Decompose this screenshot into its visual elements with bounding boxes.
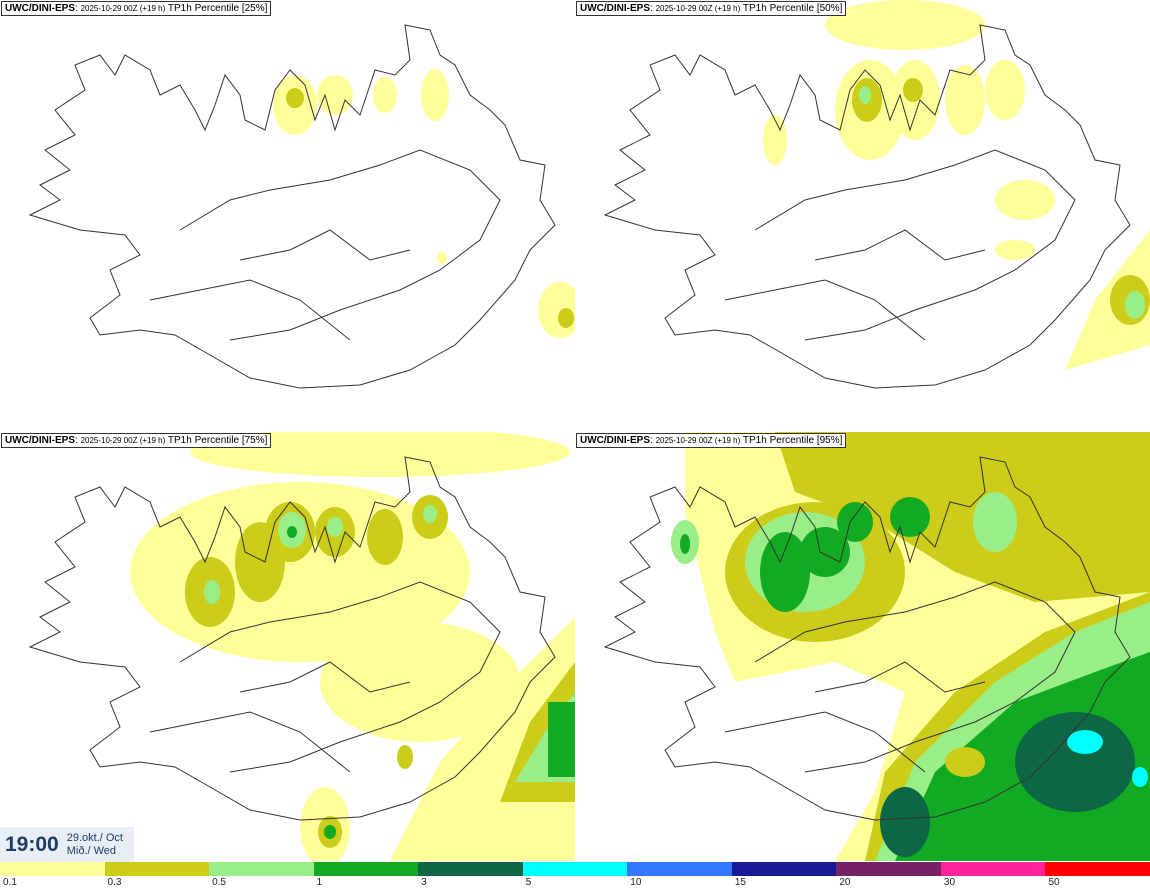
product-name: TP1h Percentile [95%] (742, 435, 843, 446)
product-name: TP1h Percentile [75%] (167, 435, 268, 446)
legend-label: 3 (421, 877, 427, 888)
legend-color-bar (0, 862, 1150, 876)
iceland-coastline (28, 456, 556, 821)
legend-swatch (940, 862, 1046, 876)
legend-label: 1 (316, 877, 323, 888)
run-time: 2025-10-29 00Z (+19 h) (80, 4, 166, 13)
valid-day-line: Mið./ Wed (66, 844, 117, 857)
valid-hour: 19:00 (5, 832, 59, 856)
precip-field (763, 0, 1150, 370)
legend-label: 10 (630, 877, 642, 888)
precip-field (671, 432, 1150, 861)
precip-field (130, 432, 575, 861)
color-legend: 0.1 0.3 0.5 1 3 5 10 15 20 30 50 (0, 862, 1150, 891)
legend-label: 0.1 (3, 877, 17, 888)
legend-swatch (731, 862, 837, 876)
legend-label: 30 (943, 877, 956, 888)
legend-label: 0.3 (107, 877, 122, 888)
legend-label: 0.5 (212, 877, 226, 888)
legend-swatch (0, 862, 105, 876)
legend-swatch (418, 862, 523, 876)
panel-title: UWC/DINI-EPS: 2025-10-29 00Z (+19 h) TP1… (576, 1, 847, 16)
legend-label: 50 (1048, 877, 1060, 888)
iceland-coastline (28, 24, 556, 389)
model-name: UWC/DINI-EPS (5, 3, 75, 14)
map-panel-25: UWC/DINI-EPS: 2025-10-29 00Z (+19 h) TP1… (0, 0, 575, 429)
map-panel-95: UWC/DINI-EPS: 2025-10-29 00Z (+19 h) TP1… (575, 432, 1150, 861)
run-time: 2025-10-29 00Z (+19 h) (655, 4, 741, 13)
map-panel-50: UWC/DINI-EPS: 2025-10-29 00Z (+19 h) TP1… (575, 0, 1150, 429)
product-name: TP1h Percentile [25%] (167, 3, 268, 14)
legend-swatch (313, 862, 419, 876)
precip-field (273, 69, 575, 338)
legend-swatch (104, 862, 210, 876)
panel-title: UWC/DINI-EPS: 2025-10-29 00Z (+19 h) TP1… (1, 1, 272, 16)
product-name: TP1h Percentile [50%] (742, 3, 843, 14)
legend-swatch (1045, 862, 1150, 876)
model-name: UWC/DINI-EPS (580, 435, 650, 446)
run-time: 2025-10-29 00Z (+19 h) (80, 436, 166, 445)
legend-label: 5 (525, 877, 532, 888)
run-time: 2025-10-29 00Z (+19 h) (655, 436, 741, 445)
legend-swatch (627, 862, 732, 876)
model-name: UWC/DINI-EPS (5, 435, 75, 446)
panel-title: UWC/DINI-EPS: 2025-10-29 00Z (+19 h) TP1… (576, 433, 847, 448)
legend-label: 15 (734, 877, 746, 888)
legend-swatch (209, 862, 314, 876)
legend-swatch (836, 862, 941, 876)
panel-title: UWC/DINI-EPS: 2025-10-29 00Z (+19 h) TP1… (1, 433, 272, 448)
precip-map (603, 0, 1150, 389)
legend-swatch (522, 862, 628, 876)
model-name: UWC/DINI-EPS (580, 3, 650, 14)
valid-date: 29.okt./ Oct Mið./ Wed (67, 832, 123, 858)
iceland-coastline (603, 24, 1131, 389)
iceland-coastline (603, 456, 1131, 821)
precip-map (28, 432, 575, 861)
valid-date-line: 29.okt./ Oct (66, 831, 123, 844)
legend-label: 20 (839, 877, 851, 888)
precip-map (603, 432, 1150, 861)
precip-map (28, 24, 575, 389)
map-panel-75: UWC/DINI-EPS: 2025-10-29 00Z (+19 h) TP1… (0, 432, 575, 861)
valid-time-box: 19:00 29.okt./ Oct Mið./ Wed (0, 827, 134, 862)
